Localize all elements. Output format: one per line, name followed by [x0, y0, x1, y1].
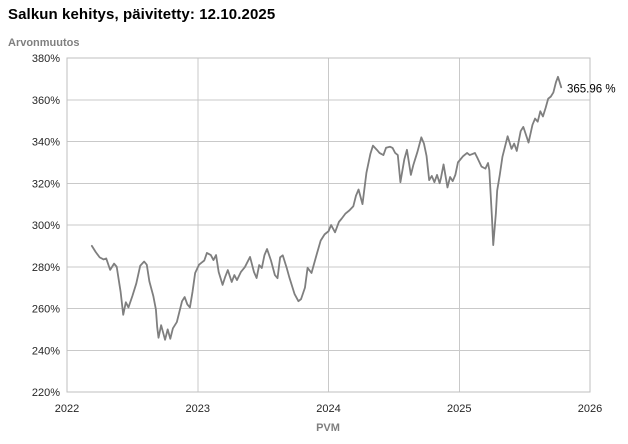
y-tick-label: 220%: [32, 387, 60, 399]
chart-title: Salkun kehitys, päivitetty: 12.10.2025: [8, 6, 276, 23]
gridlines: [66, 57, 591, 393]
final-value-annotation: 365.96 %: [567, 84, 616, 96]
x-tick-label: 2025: [447, 403, 471, 415]
series-group: [90, 75, 563, 341]
x-tick-label: 2026: [578, 403, 602, 415]
y-axis-title: Arvonmuutos: [8, 37, 80, 49]
y-tick-label: 280%: [32, 262, 60, 274]
y-tick-label: 360%: [32, 95, 60, 107]
y-tick-label: 380%: [32, 53, 60, 65]
y-tick-label: 260%: [32, 304, 60, 316]
x-tick-label: 2022: [55, 403, 79, 415]
tick-labels: 220% 240% 260% 280% 300% 320% 340% 360% 380% 2022…: [32, 53, 602, 415]
y-tick-label: 240%: [32, 345, 60, 357]
plot-frame: [66, 57, 591, 393]
x-axis-title: PVM: [316, 422, 340, 434]
x-tick-label: 2023: [186, 403, 210, 415]
plot-border: [66, 57, 591, 393]
y-tick-label: 340%: [32, 137, 60, 149]
portfolio-value-line: [90, 75, 563, 341]
y-tick-label: 300%: [32, 220, 60, 232]
y-tick-label: 320%: [32, 178, 60, 190]
x-tick-label: 2024: [316, 403, 340, 415]
